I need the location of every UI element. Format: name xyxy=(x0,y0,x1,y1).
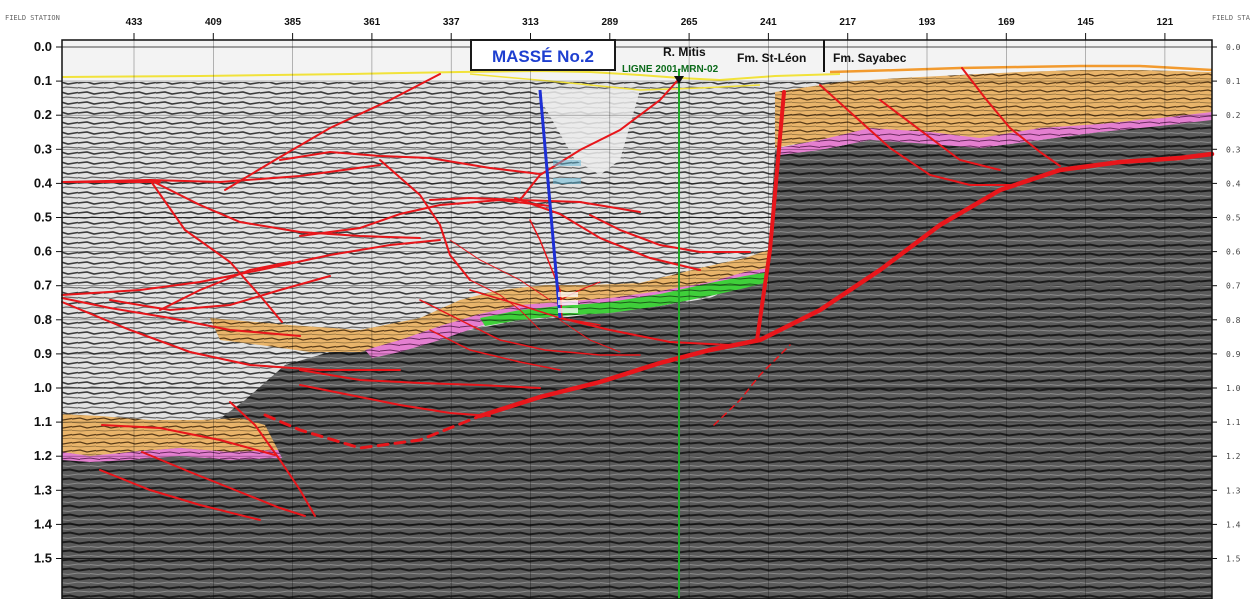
fault-dashed-right xyxy=(713,344,791,426)
left-time-axis: 0.0 0.1 0.2 0.3 0.4 0.5 0.6 0.7 0.8 0.9 1.0 1.1 1.2 1… xyxy=(34,39,62,566)
surface-orange-line xyxy=(829,64,1213,74)
right-time-axis: 0.0 0.1 0.2 0.3 0.4 0.5 0.6 0.7 0.8 0.9 1.0 1.1 1.2 1… xyxy=(1212,43,1241,564)
station-label: 121 xyxy=(1157,17,1174,28)
time-label-right: 0.7 xyxy=(1226,282,1241,291)
well-name: MASSÉ No.2 xyxy=(492,47,594,66)
time-label-left: 0.2 xyxy=(34,107,52,122)
well-label-box: MASSÉ No.2 xyxy=(470,39,616,71)
station-label: 217 xyxy=(839,17,856,28)
time-label-right: 0.8 xyxy=(1226,316,1241,325)
orange-unit-lower-left xyxy=(62,414,278,456)
time-label-left: 0.8 xyxy=(34,312,52,327)
fault-lines xyxy=(61,67,1215,521)
time-label-left: 0.9 xyxy=(34,346,52,361)
station-label: 265 xyxy=(681,17,698,28)
time-label-left: 1.2 xyxy=(34,448,52,463)
station-label: 385 xyxy=(284,17,301,28)
station-label: 169 xyxy=(998,17,1015,28)
time-label-left: 1.5 xyxy=(34,551,52,566)
time-label-left: 0.0 xyxy=(34,39,52,54)
time-label-left: 1.1 xyxy=(34,414,52,429)
time-label-right: 0.6 xyxy=(1226,248,1241,257)
line-id-label: LIGNE 2001-MRN-02 xyxy=(622,64,719,75)
river-label: R. Mitis xyxy=(663,45,706,59)
time-label-left: 1.4 xyxy=(34,516,53,531)
surface-yellow-dip xyxy=(469,73,761,91)
time-label-right: 1.2 xyxy=(1226,452,1241,461)
time-label-right: 0.0 xyxy=(1226,43,1241,52)
time-label-left: 0.7 xyxy=(34,278,52,293)
station-label: 409 xyxy=(205,17,222,28)
formation-sayabec: Fm. Sayabec xyxy=(833,51,907,65)
station-label: 361 xyxy=(364,17,381,28)
time-label-right: 0.4 xyxy=(1226,179,1241,188)
time-label-left: 0.5 xyxy=(34,210,52,225)
time-label-left: 0.3 xyxy=(34,141,52,156)
station-label: 313 xyxy=(522,17,539,28)
pink-unit-right xyxy=(778,112,1212,155)
station-label: 337 xyxy=(443,17,460,28)
time-label-right: 1.1 xyxy=(1226,418,1241,427)
time-label-right: 1.0 xyxy=(1226,384,1241,393)
orange-unit-central xyxy=(210,250,768,352)
fault-steep-right xyxy=(755,90,786,342)
pink-unit-lower-left xyxy=(62,448,282,462)
station-label: 433 xyxy=(126,17,143,28)
station-label: 193 xyxy=(919,17,936,28)
time-label-right: 0.9 xyxy=(1226,350,1241,359)
fault-dashed-lower xyxy=(263,413,482,450)
time-label-right: 1.4 xyxy=(1226,520,1241,529)
field-station-label-right: FIELD STATIO xyxy=(1212,14,1250,22)
station-label: 289 xyxy=(601,17,618,28)
top-station-axis: 433 409 385 361 337 313 289 265 241 217 193 169 145 1… xyxy=(126,17,1174,40)
time-label-left: 0.4 xyxy=(34,175,53,190)
pink-unit-central xyxy=(365,268,768,358)
time-label-right: 0.2 xyxy=(1226,111,1241,120)
surface-yellow-line xyxy=(61,69,841,82)
time-label-left: 1.3 xyxy=(34,482,52,497)
time-label-right: 0.3 xyxy=(1226,145,1241,154)
time-label-right: 1.5 xyxy=(1226,555,1241,564)
formation-st-leon: Fm. St-Léon xyxy=(737,51,806,65)
station-label: 241 xyxy=(760,17,777,28)
fault-main-thick xyxy=(477,151,1215,419)
field-station-label-left: FIELD STATION xyxy=(5,14,60,22)
station-label: 145 xyxy=(1077,17,1094,28)
time-label-right: 1.3 xyxy=(1226,486,1241,495)
time-label-right: 0.5 xyxy=(1226,214,1241,223)
time-label-left: 1.0 xyxy=(34,380,52,395)
green-unit xyxy=(480,272,768,326)
river-marker-icon xyxy=(674,76,684,84)
time-label-left: 0.6 xyxy=(34,244,52,259)
time-label-right: 0.1 xyxy=(1226,77,1241,86)
time-label-left: 0.1 xyxy=(34,73,52,88)
